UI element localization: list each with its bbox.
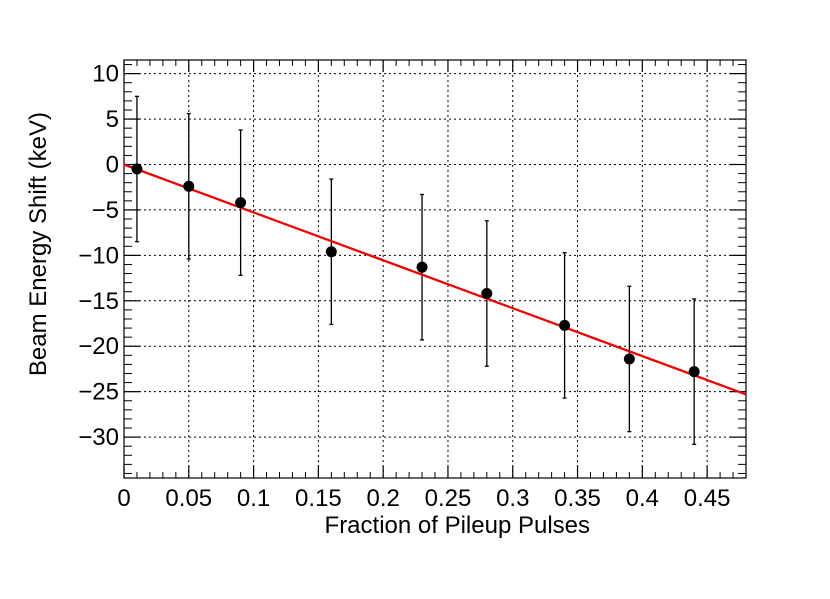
fit-line: [123, 163, 747, 396]
y-tick-label: 10: [92, 61, 119, 88]
y-tick-label: 5: [106, 106, 119, 133]
axis-ticks: [123, 60, 747, 478]
x-tick-label: 0.35: [554, 485, 601, 512]
y-tick-label: −20: [78, 333, 119, 360]
y-tick-label: −25: [78, 379, 119, 406]
data-point: [623, 353, 635, 365]
x-tick-label: 0.1: [237, 485, 270, 512]
x-tick-label: 0.25: [425, 485, 472, 512]
y-tick-labels: 10 5 0 −5 −10 −15 −20 −25 −30: [78, 61, 119, 451]
y-tick-label: −5: [92, 197, 119, 224]
data-point: [416, 261, 428, 273]
plot-frame: [123, 59, 747, 479]
data-point: [559, 319, 571, 331]
data-point: [688, 366, 700, 378]
data-point: [325, 246, 337, 258]
x-tick-label: 0.3: [496, 485, 529, 512]
y-axis-title: Beam Energy Shift (keV): [25, 112, 52, 376]
y-tick-label: −15: [78, 288, 119, 315]
x-tick-label: 0.45: [684, 485, 731, 512]
grid: [124, 60, 746, 478]
y-tick-label: −30: [78, 424, 119, 451]
x-tick-label: 0: [117, 485, 130, 512]
x-tick-label: 0.4: [626, 485, 659, 512]
x-tick-labels: 0 0.05 0.1 0.15 0.2 0.25 0.3 0.35 0.4 0.45: [117, 485, 730, 512]
data-point: [235, 197, 247, 209]
x-tick-label: 0.05: [165, 485, 212, 512]
y-tick-label: −10: [78, 242, 119, 269]
data-point: [481, 288, 493, 300]
x-tick-label: 0.2: [366, 485, 399, 512]
x-axis-title: Fraction of Pileup Pulses: [325, 512, 590, 539]
data-point: [131, 163, 143, 175]
y-tick-label: 0: [106, 152, 119, 179]
data-points: [131, 163, 700, 378]
x-tick-label: 0.15: [295, 485, 342, 512]
data-point: [183, 180, 195, 192]
